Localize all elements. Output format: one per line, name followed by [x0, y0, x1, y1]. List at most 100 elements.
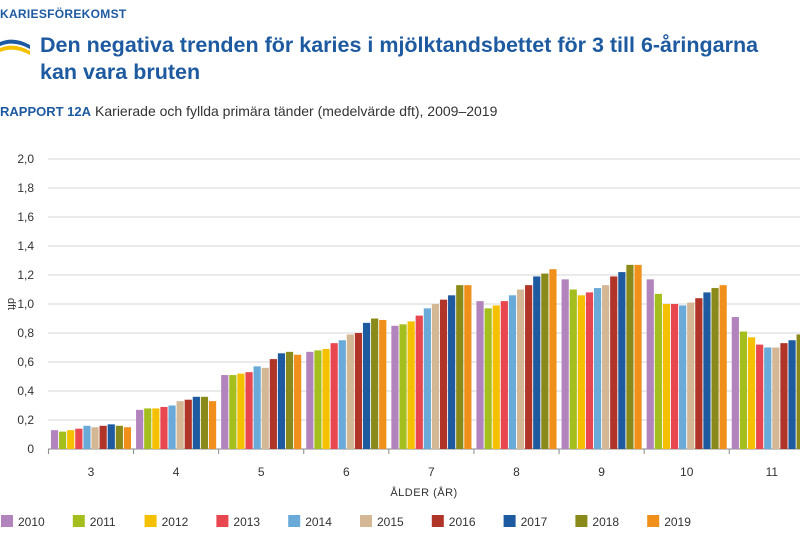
bar-2017-age-10 [703, 292, 711, 449]
x-tick-label: 8 [513, 465, 520, 479]
bar-2013-age-10 [670, 304, 679, 449]
report-logo-icon [0, 39, 30, 55]
legend-swatch-2015 [360, 515, 372, 527]
bar-2017-age-3 [107, 424, 115, 449]
x-tick-label: 7 [428, 465, 435, 479]
bar-2012-age-7 [407, 321, 415, 449]
figure-caption-text: Karierade och fyllda primära tänder (med… [95, 103, 498, 119]
y-tick-label: 0,2 [17, 413, 34, 427]
bar-2013-age-3 [75, 428, 83, 449]
legend-label-2018: 2018 [592, 515, 619, 529]
bar-2015-age-9 [602, 285, 610, 449]
bar-2017-age-5 [277, 353, 286, 449]
bar-2019-age-9 [634, 264, 642, 449]
bar-2012-age-4 [152, 408, 160, 449]
legend-swatch-2012 [144, 515, 157, 527]
legend-label-2013: 2013 [233, 515, 260, 529]
bar-2018-age-4 [200, 396, 209, 449]
bar-2019-age-6 [379, 319, 387, 449]
bar-2014-age-10 [679, 305, 687, 449]
bar-2014-age-11 [764, 347, 772, 449]
bar-2016-age-5 [269, 359, 277, 449]
bar-chart: 0 0,2 0,4 0,6 0,8 1,0 1,2 1,4 1,6 1,8 2,0 dft 3 4 5 6 7 8… [1, 152, 800, 529]
bar-2017-age-6 [362, 322, 371, 449]
bar-2010-age-8 [476, 301, 484, 449]
bar-2011-age-10 [654, 293, 662, 449]
bar-2015-age-3 [91, 427, 99, 449]
figure-tag: RAPPORT 12A [0, 104, 92, 119]
legend-swatch-2019 [647, 515, 660, 527]
bar-2010-age-5 [221, 375, 229, 449]
legend-swatch-2010 [1, 515, 13, 527]
legend-label-2014: 2014 [305, 515, 332, 529]
figure-caption: RAPPORT 12A Karierade och fyllda primära … [0, 103, 497, 119]
legend-swatch-2017 [503, 515, 516, 527]
axis-layer: 0 0,2 0,4 0,6 0,8 1,0 1,2 1,4 1,6 1,8 2,0 dft 3 4 5 6 7 8… [5, 152, 778, 499]
bar-2013-age-6 [330, 343, 338, 449]
bar-2018-age-11 [796, 334, 800, 449]
x-tick-label: 3 [88, 465, 95, 479]
bar-2015-age-11 [772, 347, 780, 449]
bar-2012-age-6 [322, 348, 330, 449]
bar-2012-age-8 [492, 305, 500, 449]
legend-label-2015: 2015 [377, 515, 404, 529]
bar-2015-age-10 [687, 302, 695, 449]
y-tick-label: 0,6 [17, 355, 34, 369]
bar-2016-age-7 [439, 299, 448, 449]
bar-2010-age-7 [391, 325, 399, 449]
bar-2010-age-4 [136, 409, 144, 449]
legend-label-2019: 2019 [664, 515, 691, 529]
bars-layer [50, 264, 800, 449]
bar-2014-age-9 [593, 288, 602, 449]
legend-label-2017: 2017 [521, 515, 548, 529]
bar-2012-age-5 [237, 373, 245, 449]
legend-label-2012: 2012 [162, 515, 189, 529]
x-tick-label: 11 [766, 465, 779, 479]
bar-2018-age-7 [456, 285, 464, 449]
bar-2019-age-10 [719, 285, 727, 449]
bar-2010-age-6 [306, 351, 314, 449]
bar-2012-age-3 [67, 430, 75, 449]
legend-swatch-2018 [575, 515, 588, 527]
bar-2017-age-11 [788, 340, 796, 449]
page-title-line-1: Den negativa trenden för karies i mjölkt… [40, 33, 759, 57]
bar-2012-age-11 [747, 337, 756, 449]
y-tick-label: 0 [27, 442, 34, 456]
y-tick-label: 1,0 [17, 297, 34, 311]
bar-2014-age-6 [338, 340, 346, 449]
bar-2019-age-7 [464, 285, 472, 449]
bar-2013-age-11 [756, 344, 764, 449]
bar-2018-age-6 [371, 318, 379, 449]
bar-2017-age-7 [448, 295, 456, 449]
x-tick-label: 5 [258, 465, 265, 479]
section-tag: KARIESFÖREKOMST [0, 7, 127, 21]
bar-2013-age-4 [160, 406, 168, 449]
bar-2013-age-5 [245, 372, 253, 449]
legend-layer: 2010 2011 2012 2013 2014 2015 2016 2017 2018 2019 [1, 515, 691, 529]
bar-2016-age-6 [354, 333, 363, 449]
legend-label-2010: 2010 [18, 515, 45, 529]
bar-2014-age-7 [423, 308, 431, 449]
x-tick-label: 9 [598, 465, 605, 479]
bar-2018-age-10 [711, 288, 719, 449]
bar-2014-age-4 [168, 405, 176, 449]
bar-2014-age-5 [253, 366, 261, 449]
bar-2015-age-7 [431, 304, 440, 449]
page-title: Den negativa trenden för karies i mjölkt… [40, 32, 800, 86]
bar-2017-age-8 [533, 276, 541, 449]
bar-2015-age-4 [176, 401, 184, 449]
bar-2018-age-5 [285, 351, 294, 449]
bar-2017-age-9 [618, 272, 626, 449]
bar-2010-age-3 [50, 430, 59, 449]
bar-2012-age-10 [662, 304, 671, 449]
bar-2013-age-8 [500, 301, 508, 449]
bar-2011-age-11 [739, 331, 748, 449]
bar-2016-age-3 [99, 425, 107, 449]
legend-swatch-2011 [72, 515, 85, 527]
bar-2016-age-8 [525, 285, 533, 449]
y-tick-label: 1,8 [17, 181, 34, 195]
legend-swatch-2014 [288, 515, 301, 527]
bar-2012-age-9 [577, 295, 585, 449]
bar-2019-age-8 [549, 269, 557, 449]
bar-2016-age-10 [695, 298, 703, 449]
